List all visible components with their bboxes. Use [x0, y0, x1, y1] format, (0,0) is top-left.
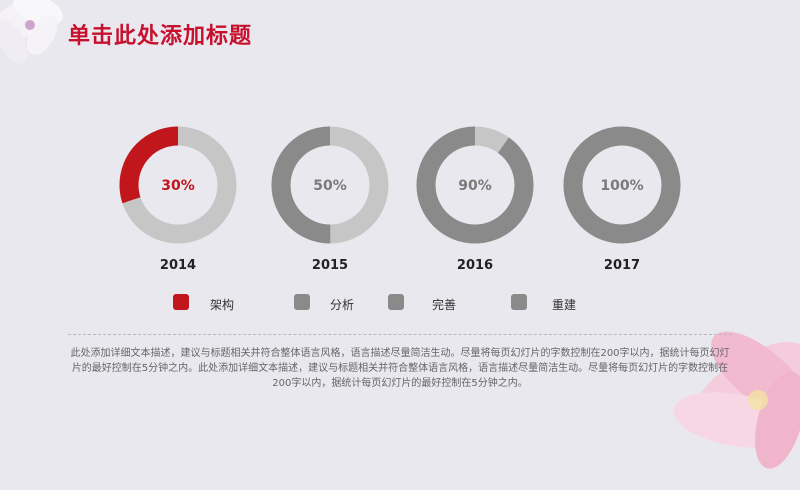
slide-title[interactable]: 单击此处添加标题 — [68, 24, 253, 49]
legend-label-2: 分析 — [330, 298, 355, 312]
slide: 单击此处添加标题 30% 2014 50% 2015 90% 2016 100% 2017 架… — [0, 0, 800, 469]
legend-swatch-3 — [388, 294, 404, 310]
donut-2016: 90% 2016 — [416, 126, 534, 273]
data-label-2016: 90% — [458, 178, 492, 194]
legend-label-1: 架构 — [210, 298, 235, 312]
donut-arc-2016 — [416, 126, 534, 244]
donut-arc-2017 — [563, 126, 681, 244]
flower-decoration-bottom-right — [673, 331, 800, 469]
description-text[interactable]: 此处添加详细文本描述，建议与标题相关并符合整体语言风格，语言描述尽量简洁生动。尽… — [70, 348, 730, 389]
donut-arc-2015 — [271, 126, 389, 244]
donut-2015: 50% 2015 — [271, 126, 389, 273]
legend-label-3: 完善 — [432, 298, 457, 312]
legend-swatch-2 — [294, 294, 310, 310]
legend-swatch-4 — [511, 294, 527, 310]
data-label-2017: 100% — [600, 178, 643, 194]
donut-charts: 30% 2014 50% 2015 90% 2016 100% 2017 — [119, 126, 681, 273]
donut-2017: 100% 2017 — [563, 126, 681, 273]
donut-arc-2014 — [119, 126, 237, 244]
donut-2014: 30% 2014 — [119, 126, 237, 273]
category-label-2015: 2015 — [312, 258, 348, 273]
category-label-2017: 2017 — [604, 258, 640, 273]
legend-swatch-1 — [173, 294, 189, 310]
data-label-2014: 30% — [161, 178, 195, 194]
divider — [68, 334, 732, 335]
data-label-2015: 50% — [313, 178, 347, 194]
category-label-2014: 2014 — [160, 258, 196, 273]
flower-decoration-top-left — [0, 0, 63, 64]
legend-label-4: 重建 — [552, 298, 577, 312]
category-label-2016: 2016 — [457, 258, 493, 273]
